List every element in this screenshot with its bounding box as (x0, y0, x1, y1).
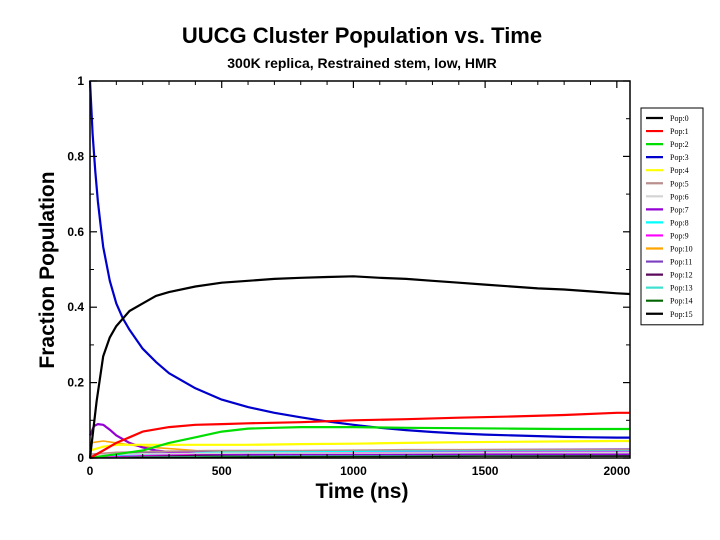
series-line-pop2 (89, 426, 630, 460)
legend-label: Pop:0 (670, 114, 689, 123)
y-tick-label: 0.4 (67, 300, 84, 314)
legend-label: Pop:12 (670, 271, 693, 280)
x-tick-label: 500 (212, 464, 232, 478)
x-axis-label: Time (ns) (316, 480, 409, 503)
plot-frame (89, 80, 631, 459)
legend-label: Pop:8 (670, 218, 689, 227)
series-line-pop1 (89, 411, 630, 459)
legend-label: Pop:4 (670, 166, 689, 175)
y-tick-label: 0.6 (67, 225, 84, 239)
series-line-pop3 (88, 80, 630, 439)
legend-label: Pop:15 (670, 310, 693, 319)
series-layer (88, 80, 631, 460)
chart-subtitle: 300K replica, Restrained stem, low, HMR (227, 55, 496, 71)
series-line-pop7 (88, 423, 630, 456)
legend-label: Pop:7 (670, 205, 689, 214)
legend-label: Pop:6 (670, 192, 689, 201)
legend-label: Pop:13 (670, 284, 693, 293)
axes-layer: 0 500 1000 1500 2000 0 0.2 0.4 0.6 0.8 1 (67, 74, 630, 478)
legend-label: Pop:5 (670, 179, 689, 188)
legend-label: Pop:3 (670, 153, 689, 162)
chart-title: UUCG Cluster Population vs. Time (182, 23, 542, 48)
legend: Pop:0 Pop:1 Pop:2 Pop:3 Pop:4 Pop:5 Pop:6 Pop:7… (640, 107, 704, 326)
legend-label: Pop:14 (670, 297, 693, 306)
y-tick-label: 0 (77, 451, 84, 465)
y-tick-label: 0.2 (67, 376, 84, 390)
legend-label: Pop:11 (670, 258, 692, 267)
series-line-pop0 (88, 275, 631, 459)
x-tick-label: 2000 (603, 464, 630, 478)
y-tick-label: 1 (77, 74, 84, 88)
x-tick-label: 1500 (472, 464, 499, 478)
legend-label: Pop:2 (670, 140, 689, 149)
y-axis-label: Fraction Population (36, 171, 59, 368)
legend-label: Pop:1 (670, 127, 689, 136)
y-tick-label: 0.8 (67, 149, 84, 163)
series-line-pop4 (89, 439, 630, 452)
x-tick-label: 0 (87, 464, 94, 478)
legend-label: Pop:9 (670, 231, 689, 240)
legend-label: Pop:10 (670, 245, 693, 254)
x-tick-label: 1000 (340, 464, 367, 478)
